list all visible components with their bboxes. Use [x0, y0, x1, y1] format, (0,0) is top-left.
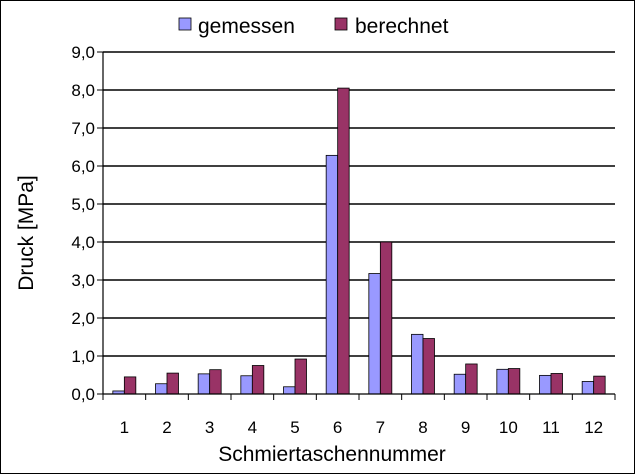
bar-berechnet-8: [422, 338, 435, 395]
axes: 0,01,02,03,04,05,06,07,08,09,01 2 3 4 5 6 7 8 9 1…: [71, 43, 616, 437]
bar-berechnet-6: [337, 87, 350, 395]
x-tick-label: 7: [376, 418, 385, 437]
bar-berechnet-1: [123, 376, 137, 395]
bar-gemessen-3: [197, 373, 211, 395]
x-tick-label: 1: [120, 418, 129, 437]
bar-berechnet-5: [294, 358, 307, 395]
bar-gemessen-7: [368, 273, 381, 395]
bar-gemessen-10: [496, 368, 509, 395]
y-tick-label: 2,0: [71, 309, 95, 328]
y-tick-label: 1,0: [71, 347, 95, 366]
x-tick-label: 10: [499, 418, 518, 437]
y-tick-label: 9,0: [71, 43, 95, 62]
x-tick-label: 4: [248, 418, 257, 437]
y-tick-label: 8,0: [71, 81, 95, 100]
x-tick-label: 5: [290, 418, 299, 437]
y-tick-label: 3,0: [71, 271, 95, 290]
bar-gemessen-6: [325, 154, 339, 395]
legend: gemessen berechnet: [178, 15, 449, 38]
bar-gemessen-12: [581, 381, 595, 395]
bar-berechnet-3: [209, 369, 222, 395]
bar-berechnet-9: [465, 363, 478, 395]
y-axis-title: Druck [MPa]: [15, 175, 38, 291]
y-tick-label: 5,0: [71, 195, 95, 214]
legend-swatch-berechnet: [334, 17, 348, 31]
x-tick-label: 2: [162, 418, 171, 437]
bar-berechnet-7: [379, 241, 393, 395]
bar-berechnet-2: [166, 372, 179, 395]
bar-berechnet-12: [593, 375, 606, 395]
x-tick-label: 6: [333, 418, 342, 437]
bar-berechnet-4: [251, 365, 265, 395]
x-tick-label: 12: [584, 418, 603, 437]
bar-gemessen-9: [453, 373, 467, 395]
y-tick-label: 7,0: [71, 119, 95, 138]
legend-label-gemessen: gemessen: [198, 15, 295, 38]
y-tick-label: 4,0: [71, 233, 95, 252]
x-axis-title: Schmiertaschennummer: [218, 443, 446, 466]
x-tick-label: 9: [461, 418, 470, 437]
x-tick-label: 8: [418, 418, 427, 437]
x-tick-label: 3: [205, 418, 214, 437]
bar-gemessen-5: [283, 386, 296, 395]
bar-berechnet-11: [550, 373, 563, 395]
gridlines: [103, 51, 615, 357]
y-tick-label: 0,0: [71, 385, 95, 404]
y-tick-label: 6,0: [71, 157, 95, 176]
bar-berechnet-10: [507, 368, 521, 395]
x-tick-label: 11: [542, 418, 560, 437]
legend-label-berechnet: berechnet: [355, 15, 449, 38]
bar-gemessen-11: [539, 374, 552, 395]
legend-swatch-gemessen: [178, 17, 192, 31]
bar-gemessen-2: [155, 383, 168, 395]
bar-gemessen-8: [411, 333, 424, 395]
bar-gemessen-4: [240, 375, 253, 395]
bars: [112, 87, 606, 395]
